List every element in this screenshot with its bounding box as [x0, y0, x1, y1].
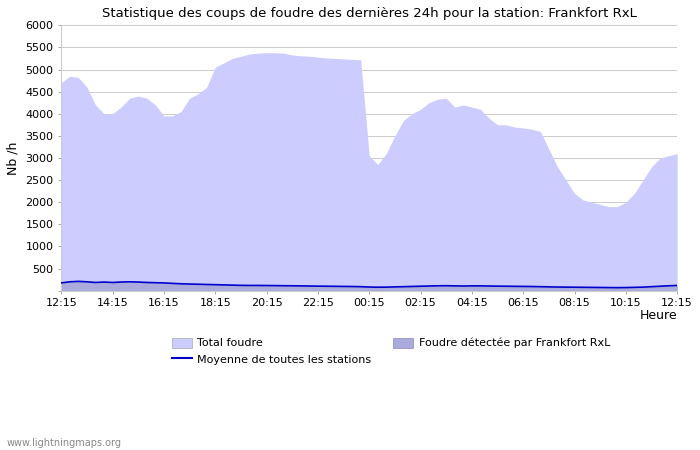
Text: Heure: Heure — [640, 309, 677, 322]
Y-axis label: Nb /h: Nb /h — [7, 141, 20, 175]
Title: Statistique des coups de foudre des dernières 24h pour la station: Frankfort RxL: Statistique des coups de foudre des dern… — [102, 7, 637, 20]
Legend: Total foudre, Moyenne de toutes les stations, Foudre détectée par Frankfort RxL: Total foudre, Moyenne de toutes les stat… — [172, 338, 610, 364]
Text: www.lightningmaps.org: www.lightningmaps.org — [7, 438, 122, 448]
